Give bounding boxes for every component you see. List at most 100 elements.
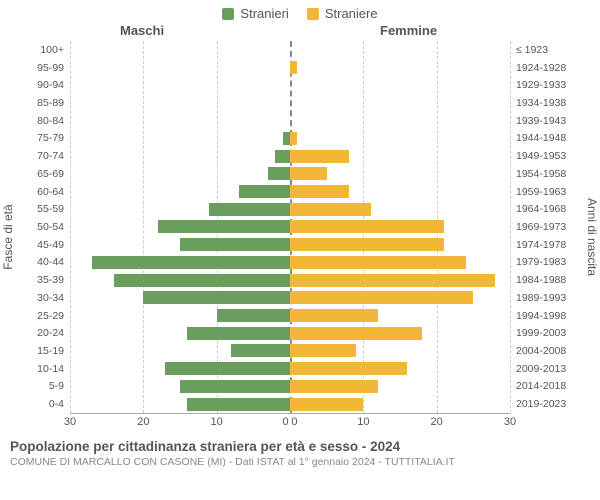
female-bar <box>290 220 444 233</box>
female-bar <box>290 362 407 375</box>
pyramid-row: 20-241999-2003 <box>70 324 510 342</box>
age-label: 45-49 <box>37 239 70 251</box>
bars-area: 100+≤ 192395-991924-192890-941929-193385… <box>70 41 510 413</box>
birth-year-label: 1959-1963 <box>510 186 566 198</box>
pyramid-row: 60-641959-1963 <box>70 183 510 201</box>
male-bar <box>165 362 290 375</box>
x-tick: 20 <box>137 416 149 428</box>
female-bar <box>290 398 363 411</box>
birth-year-label: 1924-1928 <box>510 62 566 74</box>
pyramid-row: 100+≤ 1923 <box>70 41 510 59</box>
pyramid-row: 25-291994-1998 <box>70 307 510 325</box>
pyramid-row: 80-841939-1943 <box>70 112 510 130</box>
age-label: 50-54 <box>37 221 70 233</box>
age-label: 65-69 <box>37 168 70 180</box>
pyramid-row: 95-991924-1928 <box>70 59 510 77</box>
legend-female: Straniere <box>307 6 378 21</box>
birth-year-label: 2004-2008 <box>510 345 566 357</box>
pyramid-row: 70-741949-1953 <box>70 147 510 165</box>
male-bar <box>114 274 290 287</box>
age-label: 15-19 <box>37 345 70 357</box>
birth-year-label: 1984-1988 <box>510 274 566 286</box>
pyramid-row: 5-92014-2018 <box>70 378 510 396</box>
pyramid-row: 65-691954-1958 <box>70 165 510 183</box>
age-label: 0-4 <box>49 398 70 410</box>
male-bar <box>231 344 290 357</box>
female-bar <box>290 238 444 251</box>
y-right-axis-title: Anni di nascita <box>585 198 599 276</box>
birth-year-label: 1994-1998 <box>510 310 566 322</box>
pyramid-row: 85-891934-1938 <box>70 94 510 112</box>
male-bar <box>239 185 290 198</box>
x-tick: 30 <box>64 416 76 428</box>
birth-year-label: ≤ 1923 <box>510 44 548 56</box>
age-label: 40-44 <box>37 256 70 268</box>
age-label: 55-59 <box>37 203 70 215</box>
female-bar <box>290 274 495 287</box>
birth-year-label: 1989-1993 <box>510 292 566 304</box>
chart-footer: Popolazione per cittadinanza straniera p… <box>0 433 600 468</box>
male-bar <box>275 150 290 163</box>
column-headers: Maschi Femmine <box>0 23 600 41</box>
x-tick: 0 <box>283 416 289 428</box>
age-label: 90-94 <box>37 79 70 91</box>
male-bar <box>92 256 290 269</box>
y-left-axis-title: Fasce di età <box>1 204 15 269</box>
female-bar <box>290 256 466 269</box>
age-label: 75-79 <box>37 132 70 144</box>
birth-year-label: 2014-2018 <box>510 380 566 392</box>
birth-year-label: 2019-2023 <box>510 398 566 410</box>
x-tick: 20 <box>431 416 443 428</box>
male-bar <box>180 238 290 251</box>
male-bar <box>217 309 290 322</box>
male-bar <box>268 167 290 180</box>
legend-male-label: Stranieri <box>240 6 288 21</box>
birth-year-label: 1944-1948 <box>510 132 566 144</box>
age-label: 5-9 <box>49 380 70 392</box>
birth-year-label: 2009-2013 <box>510 363 566 375</box>
legend-male-swatch <box>222 8 234 20</box>
male-bar <box>187 398 290 411</box>
age-label: 25-29 <box>37 310 70 322</box>
age-label: 95-99 <box>37 62 70 74</box>
female-bar <box>290 309 378 322</box>
legend-female-swatch <box>307 8 319 20</box>
female-bar <box>290 291 473 304</box>
birth-year-label: 1954-1958 <box>510 168 566 180</box>
x-axis: 30201001020300 <box>70 413 510 433</box>
age-label: 35-39 <box>37 274 70 286</box>
female-bar <box>290 185 349 198</box>
age-label: 100+ <box>40 44 70 56</box>
chart-subtitle: COMUNE DI MARCALLO CON CASONE (MI) - Dat… <box>10 456 590 468</box>
birth-year-label: 1929-1933 <box>510 79 566 91</box>
pyramid-row: 0-42019-2023 <box>70 395 510 413</box>
pyramid-row: 40-441979-1983 <box>70 254 510 272</box>
birth-year-label: 1964-1968 <box>510 203 566 215</box>
header-female: Femmine <box>380 23 437 38</box>
male-bar <box>180 380 290 393</box>
pyramid-row: 15-192004-2008 <box>70 342 510 360</box>
male-bar <box>209 203 290 216</box>
age-label: 30-34 <box>37 292 70 304</box>
pyramid-row: 55-591964-1968 <box>70 200 510 218</box>
plot-area: Fasce di età Anni di nascita 100+≤ 19239… <box>20 41 580 433</box>
female-bar <box>290 327 422 340</box>
birth-year-label: 1999-2003 <box>510 327 566 339</box>
age-label: 80-84 <box>37 115 70 127</box>
legend: Stranieri Straniere <box>0 0 600 23</box>
male-bar <box>143 291 290 304</box>
female-bar <box>290 132 297 145</box>
age-label: 10-14 <box>37 363 70 375</box>
x-tick: 0 <box>291 416 297 428</box>
birth-year-label: 1939-1943 <box>510 115 566 127</box>
age-label: 85-89 <box>37 97 70 109</box>
birth-year-label: 1934-1938 <box>510 97 566 109</box>
female-bar <box>290 344 356 357</box>
population-pyramid-chart: Stranieri Straniere Maschi Femmine Fasce… <box>0 0 600 500</box>
female-bar <box>290 167 327 180</box>
pyramid-row: 10-142009-2013 <box>70 360 510 378</box>
male-bar <box>283 132 290 145</box>
birth-year-label: 1979-1983 <box>510 256 566 268</box>
pyramid-row: 90-941929-1933 <box>70 76 510 94</box>
age-label: 60-64 <box>37 186 70 198</box>
